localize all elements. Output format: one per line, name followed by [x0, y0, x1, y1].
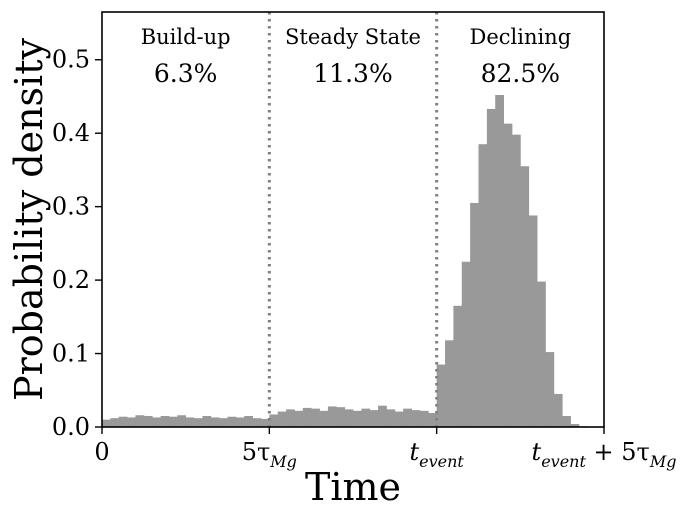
histogram-bar: [294, 410, 304, 427]
histogram-bar: [177, 415, 187, 427]
histogram-bar: [470, 202, 479, 427]
histogram-bar: [127, 417, 136, 427]
histogram-bar: [553, 393, 563, 427]
x-tick-label: tevent: [409, 438, 464, 471]
histogram-bar: [319, 410, 329, 427]
histogram-bar: [235, 417, 245, 427]
axis-ticks: 0.0 0.1 0.2 0.3 0.4 0.5 0 5τMg tevent tevent + 5τ…: [52, 46, 677, 471]
histogram-bar: [394, 411, 404, 427]
histogram-bar: [369, 410, 379, 427]
histogram-bar: [411, 410, 421, 427]
histogram-bar: [419, 410, 429, 427]
histogram-bar: [378, 405, 387, 427]
histogram-bar: [143, 415, 153, 427]
histogram-bar: [486, 108, 496, 427]
histogram-bar: [202, 415, 212, 427]
histogram-bar: [445, 340, 454, 427]
x-axis-title: Time: [305, 465, 401, 509]
x-tick-label: 5τMg: [242, 438, 297, 471]
histogram-bar: [286, 409, 295, 427]
histogram-bar: [135, 415, 145, 427]
y-tick-label: 0.5: [52, 46, 90, 74]
histogram-bar: [185, 417, 195, 427]
histogram-bar: [336, 407, 346, 427]
histogram-bar: [311, 408, 320, 427]
histogram-bar: [110, 418, 120, 427]
y-tick-label: 0.3: [52, 193, 90, 221]
histogram-bar: [252, 418, 262, 427]
region-name-label: Build-up: [141, 25, 231, 49]
histogram-bar: [545, 352, 555, 427]
histogram-bar: [511, 134, 521, 428]
histogram-bar: [152, 417, 161, 427]
y-tick-label: 0.0: [52, 413, 90, 441]
region-annotations: Build-up 6.3% Steady State 11.3% Declining 82…: [141, 25, 571, 88]
y-axis-title: Probability density: [7, 38, 51, 401]
region-percent-label: 6.3%: [154, 59, 218, 88]
histogram-bar: [160, 415, 170, 427]
region-name-label: Declining: [469, 25, 571, 49]
histogram-bar: [386, 409, 396, 427]
histogram-bar: [277, 411, 287, 427]
x-tick-label: 0: [94, 438, 109, 466]
histogram-bar: [219, 418, 228, 427]
histogram-bar: [495, 95, 504, 427]
histogram-bar: [227, 416, 237, 427]
y-tick-label: 0.2: [52, 266, 90, 294]
histogram-bar: [244, 415, 253, 427]
region-percent-label: 82.5%: [481, 59, 560, 88]
histogram-bar: [403, 408, 412, 427]
histogram-bar: [562, 415, 571, 427]
histogram-bar: [327, 406, 337, 427]
histogram-bar: [102, 419, 111, 427]
plot-frame: [101, 11, 605, 428]
histogram-bar: [520, 166, 530, 427]
histogram-bar: [168, 416, 178, 427]
histogram-bar: [269, 414, 279, 427]
histogram-bar: [344, 409, 354, 427]
x-tick-label: tevent + 5τMg: [532, 438, 677, 471]
y-tick-label: 0.4: [52, 119, 90, 147]
histogram-bar: [436, 364, 446, 427]
region-name-label: Steady State: [285, 25, 421, 49]
histogram-bar: [302, 407, 312, 427]
histogram-bar: [260, 418, 270, 427]
histogram-bar: [528, 215, 538, 427]
histogram-bar: [537, 281, 546, 427]
region-percent-label: 11.3%: [313, 59, 392, 88]
y-tick-label: 0.1: [52, 340, 90, 368]
histogram-bar: [428, 413, 438, 427]
histogram-bar: [210, 417, 220, 427]
histogram-bar: [503, 123, 513, 427]
histogram-bars: [102, 95, 588, 428]
histogram-bar: [461, 261, 471, 427]
histogram-bar: [194, 418, 203, 427]
histogram-bar: [353, 410, 362, 427]
histogram-bar: [478, 144, 488, 427]
histogram-bar: [361, 408, 371, 427]
histogram-bar: [570, 424, 580, 427]
histogram-bar: [118, 416, 128, 427]
histogram-bar: [453, 305, 463, 427]
